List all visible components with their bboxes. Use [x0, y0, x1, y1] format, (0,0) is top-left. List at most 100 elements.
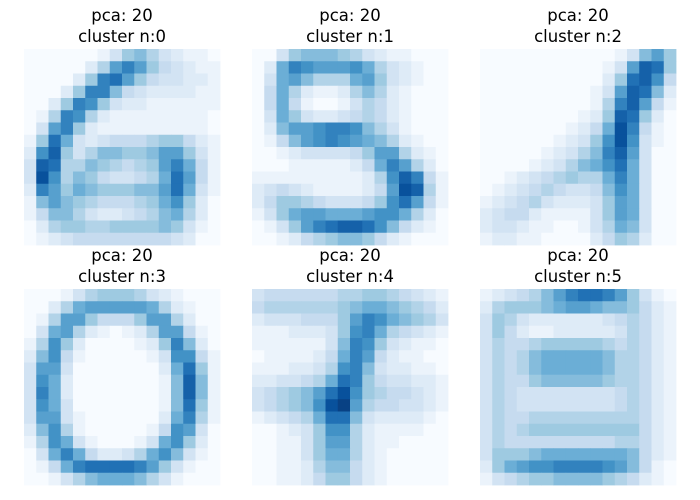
heatmap-cell: [578, 411, 591, 425]
heatmap-cell: [492, 220, 505, 234]
heatmap-cell: [97, 411, 111, 425]
heatmap-cell: [590, 183, 603, 197]
heatmap-cell: [85, 350, 98, 363]
heatmap-cell: [350, 85, 363, 99]
heatmap-cell: [109, 460, 123, 474]
heatmap-cell: [386, 98, 400, 111]
heatmap-cell: [158, 411, 172, 425]
heatmap-cell: [529, 436, 542, 449]
heatmap-cell: [195, 460, 209, 474]
heatmap-cell: [541, 436, 554, 449]
heatmap-cell: [325, 73, 339, 87]
heatmap-cell: [60, 411, 74, 425]
heatmap-cell: [171, 423, 184, 437]
heatmap-cell: [578, 110, 591, 123]
heatmap-cell: [529, 411, 542, 425]
heatmap-cell: [590, 399, 603, 412]
heatmap-cell: [399, 122, 412, 136]
heatmap-cell: [97, 374, 111, 388]
heatmap-cell: [553, 183, 567, 197]
heatmap-cell: [207, 183, 221, 197]
heatmap-cell: [97, 159, 111, 172]
heatmap-cell: [374, 436, 388, 449]
heatmap-cell: [350, 196, 363, 209]
heatmap-cell: [288, 61, 302, 74]
heatmap-cell: [602, 289, 616, 302]
heatmap-cell: [252, 436, 265, 449]
heatmap-cell: [264, 98, 277, 111]
heatmap-cell: [423, 196, 437, 209]
heatmap-cell: [651, 183, 665, 197]
heatmap-cell: [288, 171, 302, 185]
heatmap-cell: [516, 61, 530, 74]
heatmap-cell: [24, 374, 37, 388]
heatmap-cell: [24, 436, 37, 449]
heatmap-cell: [386, 399, 400, 412]
heatmap-cell: [252, 460, 265, 474]
heatmap-cell: [480, 85, 493, 99]
heatmap-cell: [541, 399, 554, 412]
heatmap-cell: [24, 122, 37, 136]
heatmap-cell: [171, 85, 184, 99]
heatmap-cell: [122, 98, 135, 111]
heatmap-cell: [411, 460, 424, 474]
heatmap-cell: [36, 183, 49, 197]
heatmap-cell: [288, 423, 302, 437]
heatmap-cell: [85, 122, 98, 136]
heatmap-cell: [602, 122, 616, 136]
heatmap-cell: [60, 208, 74, 221]
heatmap-cell: [399, 232, 412, 246]
heatmap-cell: [614, 159, 628, 172]
heatmap-cell: [60, 85, 74, 99]
heatmap-cell: [48, 325, 62, 339]
heatmap-cell: [399, 338, 412, 351]
heatmap-cell: [374, 423, 388, 437]
heatmap-cell: [578, 374, 591, 388]
heatmap-cell: [158, 110, 172, 123]
heatmap-cell: [337, 61, 351, 74]
heatmap-cell: [639, 208, 652, 221]
heatmap-cell: [85, 232, 98, 246]
heatmap-cell: [423, 350, 437, 363]
heatmap-cell: [171, 134, 184, 148]
heatmap-cell: [411, 399, 424, 412]
heatmap-cell: [48, 411, 62, 425]
heatmap-cell: [504, 232, 518, 246]
heatmap-cell: [386, 208, 400, 221]
heatmap-cell: [553, 73, 567, 87]
heatmap-cell: [516, 171, 530, 185]
heatmap-cell: [207, 338, 221, 351]
heatmap-cell: [504, 436, 518, 449]
heatmap-cell: [663, 289, 677, 302]
heatmap-cell: [171, 325, 184, 339]
heatmap-cell: [663, 472, 677, 486]
heatmap-cell: [97, 301, 111, 314]
heatmap-cell: [423, 472, 437, 486]
heatmap-cell: [411, 436, 424, 449]
heatmap-cell: [590, 110, 603, 123]
heatmap-cell: [529, 49, 542, 62]
heatmap-cell: [48, 399, 62, 412]
heatmap-cell: [301, 98, 314, 111]
heatmap-cell: [565, 183, 579, 197]
heatmap-cell: [651, 448, 665, 461]
heatmap-cell: [350, 232, 363, 246]
heatmap-cell: [435, 110, 449, 123]
heatmap-cell: [48, 73, 62, 87]
heatmap-cell: [602, 208, 616, 221]
heatmap-cell: [337, 49, 351, 62]
heatmap-cell: [362, 423, 375, 437]
heatmap-cell: [301, 85, 314, 99]
heatmap-cell: [386, 183, 400, 197]
heatmap-cell: [60, 196, 74, 209]
heatmap-cell: [480, 183, 493, 197]
heatmap-cell: [183, 98, 196, 111]
heatmap-cell: [97, 110, 111, 123]
heatmap-cell: [48, 436, 62, 449]
heatmap-cell: [423, 460, 437, 474]
heatmap-cell: [435, 460, 449, 474]
heatmap-cell: [480, 411, 493, 425]
heatmap-cell: [313, 448, 326, 461]
heatmap-cell: [337, 338, 351, 351]
heatmap-cell: [158, 232, 172, 246]
